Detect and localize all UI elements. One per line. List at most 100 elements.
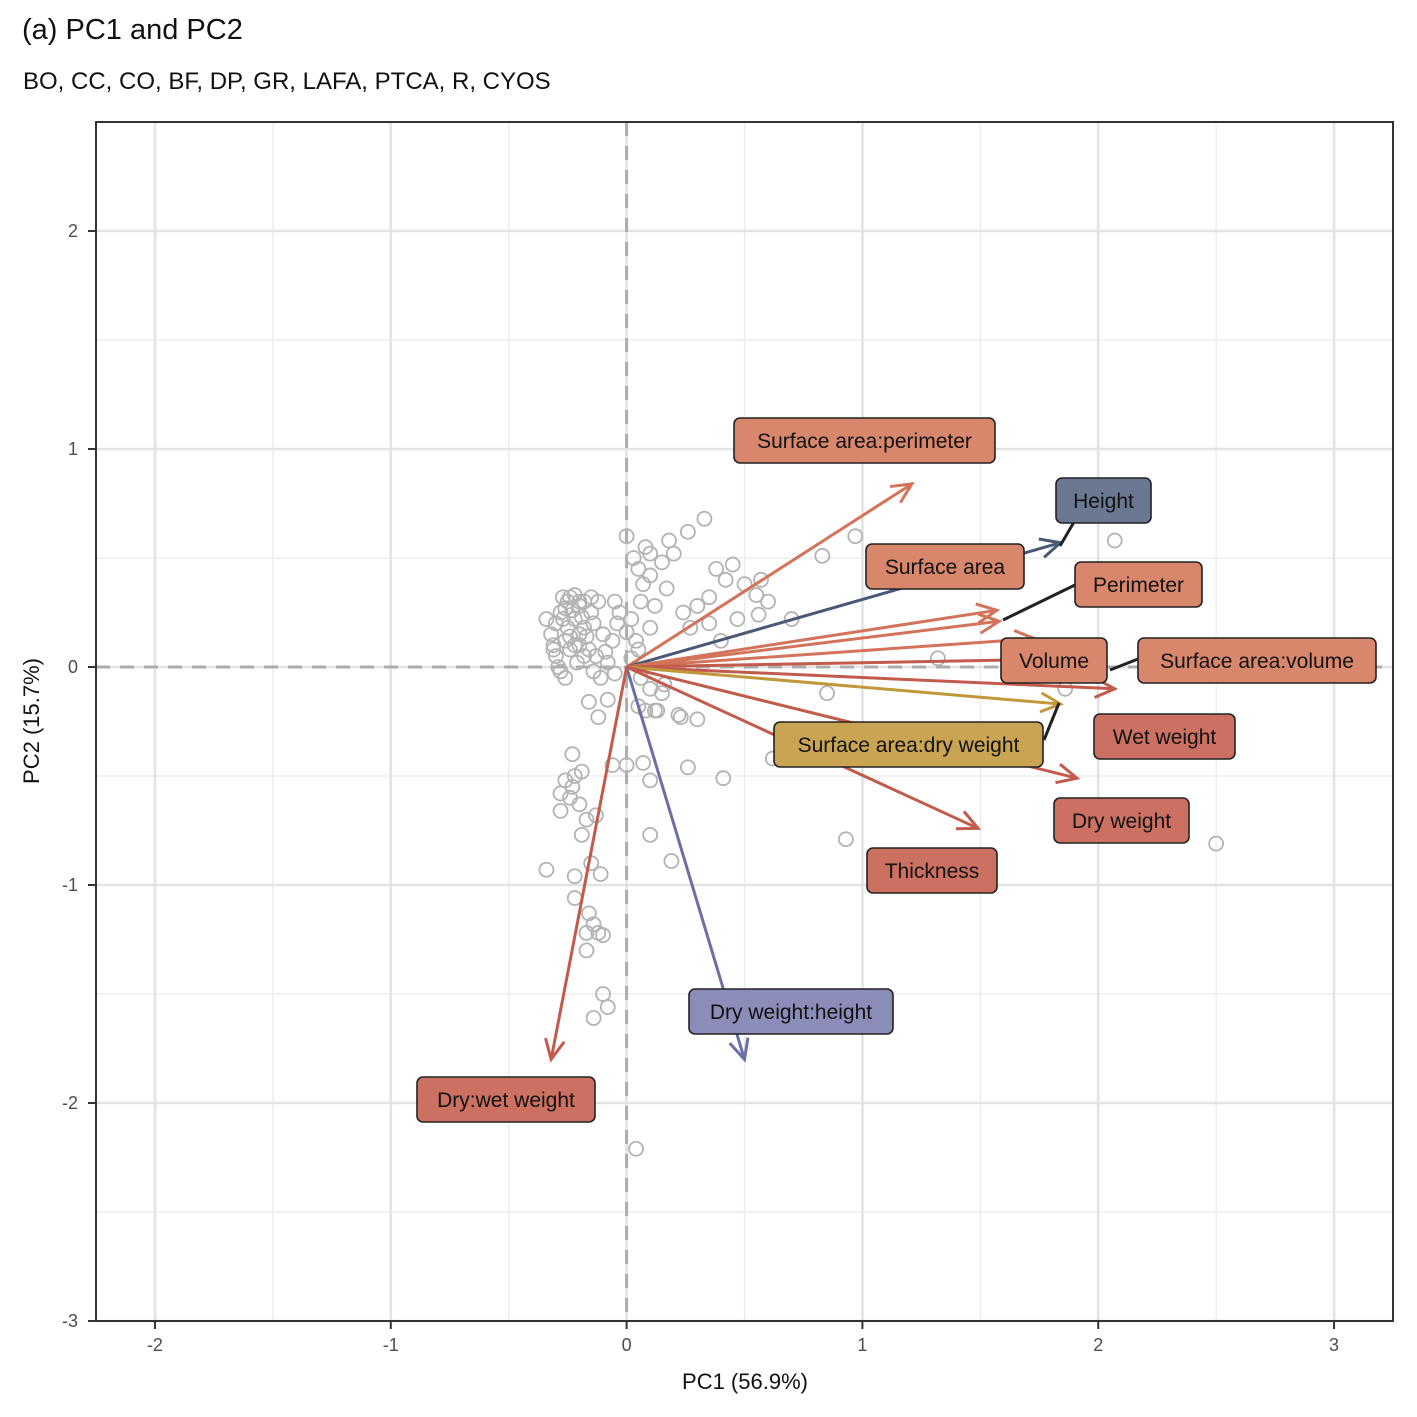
score-point bbox=[1106, 532, 1123, 549]
loading-label: Surface area:volume bbox=[1137, 637, 1377, 684]
loading-label-text: Volume bbox=[1019, 650, 1089, 673]
loading-arrowhead bbox=[955, 810, 982, 831]
score-point bbox=[760, 593, 776, 610]
loading-label: Thickness bbox=[866, 847, 998, 894]
score-point bbox=[715, 770, 732, 787]
score-point bbox=[661, 532, 677, 549]
score-point bbox=[599, 999, 616, 1015]
score-point bbox=[628, 632, 644, 649]
score-point bbox=[753, 571, 769, 588]
score-point bbox=[618, 528, 635, 545]
loading-label-text: Surface area bbox=[885, 556, 1006, 579]
score-point bbox=[562, 628, 578, 645]
leader-line bbox=[1058, 521, 1076, 547]
score-point bbox=[578, 942, 595, 959]
score-point bbox=[604, 757, 621, 773]
score-point bbox=[562, 789, 578, 806]
score-point bbox=[573, 826, 590, 843]
score-point bbox=[552, 604, 569, 621]
score-point bbox=[672, 709, 689, 726]
score-point bbox=[819, 685, 835, 702]
score-point bbox=[562, 589, 578, 606]
chart-title: (a) PC1 and PC2 bbox=[22, 14, 243, 46]
loading-label-text: Surface area:volume bbox=[1160, 650, 1354, 673]
score-point bbox=[578, 628, 595, 645]
score-point bbox=[585, 1010, 602, 1026]
score-point bbox=[724, 556, 741, 573]
loading-label-box bbox=[688, 988, 894, 1035]
loading-label-text: Surface area:dry weight bbox=[798, 734, 1020, 757]
score-point bbox=[564, 779, 581, 795]
score-point bbox=[701, 589, 718, 606]
score-point bbox=[592, 670, 609, 686]
score-point bbox=[578, 925, 595, 941]
score-point bbox=[583, 604, 600, 621]
loading-label: Wet weight bbox=[1093, 713, 1236, 760]
score-point bbox=[630, 698, 647, 715]
score-point bbox=[642, 545, 659, 562]
loading-label: Perimeter bbox=[1074, 561, 1203, 608]
score-point bbox=[566, 890, 583, 906]
leader-line bbox=[1042, 702, 1061, 741]
score-point bbox=[576, 648, 593, 664]
label-leader-lines bbox=[1002, 521, 1139, 741]
score-point bbox=[682, 619, 699, 636]
score-point bbox=[708, 561, 725, 577]
score-point bbox=[571, 796, 588, 813]
score-point bbox=[555, 589, 571, 606]
loading-label-text: Height bbox=[1073, 490, 1134, 513]
loading-label-text: Surface area:perimeter bbox=[757, 430, 972, 453]
score-point bbox=[635, 576, 651, 593]
loading-arrowhead bbox=[889, 482, 915, 504]
loading-arrowhead bbox=[544, 1037, 566, 1063]
score-point bbox=[696, 510, 713, 527]
score-point bbox=[550, 659, 567, 675]
loading-label: Dry weight:height bbox=[688, 988, 894, 1035]
score-point bbox=[564, 746, 581, 763]
score-point bbox=[635, 755, 651, 771]
score-point bbox=[642, 619, 659, 636]
score-point bbox=[632, 593, 649, 610]
score-point bbox=[599, 654, 616, 671]
score-point bbox=[1057, 680, 1074, 697]
loading-arrowhead bbox=[975, 602, 1001, 624]
score-point bbox=[573, 763, 590, 780]
loading-label: Volume bbox=[1000, 637, 1108, 684]
y-tick-label: 2 bbox=[68, 221, 78, 241]
loading-label: Surface area:perimeter bbox=[733, 417, 996, 464]
score-point bbox=[545, 641, 562, 658]
score-point bbox=[604, 632, 621, 649]
score-point bbox=[628, 1140, 644, 1157]
panel-border bbox=[95, 121, 1394, 1322]
y-tick-label: -2 bbox=[62, 1093, 78, 1113]
score-point bbox=[538, 611, 555, 627]
score-point bbox=[729, 611, 746, 627]
loading-arrow bbox=[626, 665, 1061, 706]
loading-arrow bbox=[626, 619, 1000, 669]
loading-arrow bbox=[626, 608, 998, 669]
loading-label-box bbox=[1074, 561, 1203, 608]
score-point bbox=[658, 580, 675, 597]
loading-labels: Surface area:perimeter Height Surface area… bbox=[416, 417, 1377, 1123]
loading-arrow bbox=[626, 637, 1035, 669]
score-point bbox=[847, 528, 864, 545]
score-point bbox=[689, 598, 706, 614]
score-point bbox=[646, 598, 663, 614]
leader-line bbox=[1002, 583, 1076, 622]
score-point bbox=[552, 802, 569, 819]
score-point bbox=[814, 547, 831, 564]
score-point bbox=[701, 615, 718, 632]
score-point bbox=[838, 831, 854, 848]
score-point bbox=[663, 853, 680, 869]
chart-subtitle: BO, CC, CO, BF, DP, GR, LAFA, PTCA, R, C… bbox=[23, 68, 551, 95]
score-point bbox=[592, 866, 609, 882]
score-point bbox=[578, 811, 595, 828]
score-point bbox=[545, 637, 562, 654]
score-point bbox=[606, 665, 623, 682]
score-point bbox=[538, 861, 555, 878]
loading-arrow bbox=[626, 665, 1115, 691]
score-point bbox=[675, 604, 692, 621]
x-tick-label: -1 bbox=[383, 1335, 399, 1355]
score-point bbox=[543, 626, 560, 643]
score-point bbox=[590, 709, 607, 726]
